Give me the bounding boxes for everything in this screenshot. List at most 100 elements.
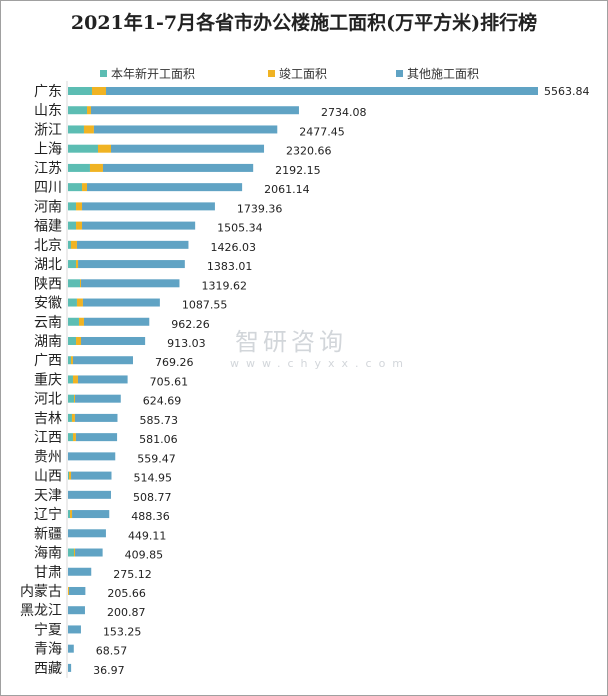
data-label: 2192.15 [275, 164, 321, 177]
category-label: 宁夏 [34, 621, 62, 638]
category-label: 湖南 [34, 334, 62, 350]
bar-new-construction [68, 106, 88, 115]
bar-new-construction [68, 336, 77, 345]
bar-completed [68, 586, 70, 595]
category-label: 广西 [34, 353, 62, 369]
category-label: 甘肃 [34, 565, 62, 581]
bar-completed [91, 87, 107, 95]
bar-other-construction [102, 163, 254, 172]
bar-completed [76, 298, 83, 307]
bar-other-construction [74, 413, 118, 422]
legend-label: 竣工面积 [279, 67, 328, 81]
bar-new-construction [68, 279, 80, 288]
bar-completed [78, 317, 84, 326]
category-label: 青海 [34, 642, 62, 658]
bar-completed [83, 125, 94, 134]
bar-other-construction [106, 87, 539, 95]
bar-completed [76, 336, 82, 345]
data-label: 488.36 [131, 510, 170, 523]
bar-new-construction [68, 221, 77, 230]
bar-completed [76, 202, 83, 211]
legend-swatch [100, 70, 107, 77]
data-label: 1505.34 [217, 222, 263, 235]
data-label: 409.85 [125, 549, 163, 562]
category-label: 河北 [34, 392, 62, 408]
category-label: 云南 [34, 315, 62, 331]
category-label: 浙江 [34, 122, 62, 138]
category-label: 上海 [34, 142, 62, 158]
bar-other-construction [68, 490, 111, 499]
data-label: 2320.66 [286, 145, 332, 158]
data-label: 2734.08 [321, 106, 367, 119]
category-label: 河南 [34, 199, 62, 215]
bar-completed [89, 163, 103, 172]
category-label: 海南 [34, 546, 62, 562]
legend-swatch [268, 70, 275, 77]
category-label: 内蒙古 [20, 584, 62, 600]
data-label: 769.26 [155, 356, 194, 369]
legend-item-new: 本年新开工面积 [100, 65, 195, 82]
bar-completed [76, 221, 83, 230]
category-label: 湖北 [34, 257, 62, 273]
data-label: 514.95 [133, 472, 172, 485]
category-label: 山西 [34, 469, 62, 485]
bar-completed [97, 144, 111, 153]
bar-new-construction [68, 413, 72, 422]
chart-title: 2021年1-7月各省市办公楼施工面积(万平方米)排行榜 [70, 12, 538, 34]
bar-other-construction [110, 144, 265, 153]
bar-other-construction [77, 375, 128, 384]
bar-other-construction [90, 106, 299, 115]
legend-swatch [396, 70, 403, 77]
bar-completed [69, 471, 72, 480]
bar-completed [76, 260, 79, 269]
bar-completed [72, 433, 76, 442]
bar-new-construction [68, 144, 98, 153]
bar-other-construction [71, 471, 112, 480]
bar-completed [70, 510, 73, 519]
bar-completed [73, 394, 76, 403]
bar-new-construction [68, 125, 84, 134]
category-label: 北京 [34, 238, 62, 254]
bar-new-construction [68, 317, 79, 326]
legend-item-completed: 竣工面积 [268, 65, 327, 82]
category-label: 福建 [34, 219, 62, 235]
category-label: 广东 [34, 84, 62, 100]
bar-new-construction [68, 202, 77, 211]
data-label: 5563.84 [544, 85, 590, 98]
bar-other-construction [87, 183, 243, 192]
category-label: 陕西 [34, 276, 62, 292]
bar-new-construction [68, 260, 77, 269]
bar-other-construction [68, 663, 72, 672]
data-label: 205.66 [107, 587, 145, 600]
bar-other-construction [82, 202, 215, 211]
bar-new-construction [68, 433, 73, 442]
data-label: 962.26 [171, 318, 210, 331]
data-label: 559.47 [137, 452, 176, 465]
bar-other-construction [72, 356, 133, 365]
bar-other-construction [68, 625, 81, 634]
bar-new-construction [68, 548, 74, 557]
bar-other-construction [69, 586, 86, 595]
bar-other-construction [72, 510, 110, 519]
bar-completed [87, 106, 91, 115]
data-label: 1426.03 [210, 241, 256, 254]
category-label: 西藏 [34, 661, 62, 677]
data-label: 2061.14 [264, 183, 310, 196]
category-label: 江苏 [34, 161, 62, 177]
bar-new-construction [68, 471, 70, 480]
category-label: 山东 [34, 103, 62, 119]
bar-new-construction [68, 183, 83, 192]
bar-other-construction [82, 298, 160, 307]
bar-other-construction [68, 452, 116, 461]
bar-new-construction [68, 394, 74, 403]
category-label: 四川 [34, 180, 62, 196]
data-label: 275.12 [113, 568, 152, 581]
data-label: 36.97 [93, 664, 125, 677]
bar-new-construction [68, 240, 71, 249]
data-label: 1739.36 [237, 202, 283, 215]
bar-other-construction [75, 394, 121, 403]
category-label: 贵州 [34, 449, 62, 465]
data-label: 449.11 [128, 529, 167, 542]
category-label: 黑龙江 [20, 603, 62, 619]
bar-completed [82, 183, 88, 192]
